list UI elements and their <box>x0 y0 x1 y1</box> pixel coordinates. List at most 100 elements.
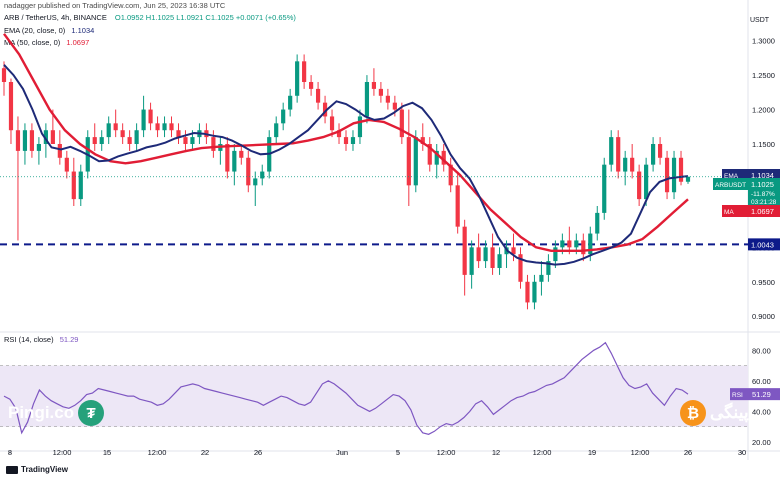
candle-body <box>43 130 48 144</box>
candle-body <box>225 144 230 172</box>
rsi-badge-value-box <box>748 388 780 401</box>
candle-body <box>71 171 76 200</box>
candle-body <box>664 157 670 193</box>
time-tick-label: 12:00 <box>53 448 72 457</box>
candle-body <box>92 137 97 144</box>
rsi-tick-label: 80.00 <box>752 346 771 355</box>
ema-legend-value: 1.1034 <box>71 26 95 35</box>
watermark-left-text: Pingi.co <box>8 403 75 422</box>
candle-body <box>106 123 111 138</box>
candle-body <box>602 164 607 213</box>
candle-body <box>406 137 411 186</box>
candle-body <box>99 137 104 144</box>
tradingview-brand: TradingView <box>21 465 68 474</box>
ohlc-values: O1.0952 H1.1025 L1.0921 C1.1025 +0.0071 … <box>114 13 296 22</box>
time-tick-label: 26 <box>254 448 262 457</box>
rsi-badge-name-box <box>730 388 748 401</box>
time-tick-label: 12 <box>492 448 500 457</box>
candle-body <box>162 123 167 131</box>
candle-body <box>685 176 691 182</box>
candle-body <box>253 178 258 186</box>
candle-body <box>616 137 621 172</box>
rsi-badge-name: RSI <box>732 392 743 399</box>
candle-body <box>671 157 677 193</box>
candle-body <box>553 247 558 262</box>
candle-body <box>288 95 293 110</box>
candle-body <box>364 82 370 117</box>
candle-body <box>343 137 349 144</box>
candle-body <box>274 123 279 138</box>
time-tick-label: 26 <box>684 448 692 457</box>
candle-body <box>309 82 314 89</box>
candle-body <box>120 130 125 138</box>
candle-body <box>525 281 530 303</box>
candle-body <box>64 157 69 172</box>
ma-badge-value-box <box>748 205 780 217</box>
price-badge-change: -11.87% <box>751 191 775 198</box>
publish-info: nadagger published on TradingView.com, J… <box>4 1 226 10</box>
pingi-watermark-right: ₿ پینگی <box>680 400 749 426</box>
candle-body <box>50 130 55 144</box>
ma-legend: MA (50, close, 0) 1.0697 <box>4 38 89 47</box>
candle-body <box>476 247 481 262</box>
candle-body <box>434 150 439 165</box>
candle-body <box>169 123 174 131</box>
candle-body <box>134 130 139 144</box>
candle-body <box>392 102 397 110</box>
rsi-tick-label: 60.00 <box>752 377 771 386</box>
price-badge-value-box <box>748 178 780 206</box>
price-badge-name-box <box>713 178 748 190</box>
candle-body <box>637 171 642 200</box>
time-tick-label: 12:00 <box>437 448 456 457</box>
candle-body <box>588 233 593 255</box>
candle-body <box>420 137 425 144</box>
ma50-line <box>3 33 689 253</box>
candle-body <box>678 157 684 182</box>
symbol-name: ARB / TetherUS, 4h, BINANCE <box>4 13 107 22</box>
candle-body <box>336 130 342 138</box>
candle-body <box>441 150 446 165</box>
ema-badge-name: EMA <box>724 173 739 180</box>
candle-body <box>560 240 565 248</box>
pingi-watermark-left: Pingi.co ₮ <box>8 400 105 426</box>
time-tick-label: Jun <box>336 448 348 457</box>
candle-body <box>315 88 321 103</box>
candle-body <box>57 144 62 158</box>
candle-body <box>113 123 118 131</box>
rsi-tick-label: 40.00 <box>752 407 771 416</box>
candle-body <box>371 82 377 89</box>
price-tick-label: 1.3000 <box>752 37 775 46</box>
candle-body <box>574 240 579 248</box>
ma-legend-label: MA (50, close, 0) <box>4 38 61 47</box>
candle-body <box>581 240 586 255</box>
time-tick-label: 8 <box>8 448 12 457</box>
candle-body <box>155 123 160 131</box>
symbol-line: ARB / TetherUS, 4h, BINANCE O1.0952 H1.1… <box>4 13 296 22</box>
tradingview-footer[interactable]: TradingView <box>6 465 68 474</box>
candle-body <box>239 150 244 158</box>
time-tick-label: 19 <box>588 448 596 457</box>
rsi-tick-label: 20.00 <box>752 438 771 447</box>
candle-body <box>378 88 383 96</box>
candle-body <box>651 144 656 165</box>
ema-badge-value: 1.1034 <box>751 171 774 180</box>
candle-body <box>127 137 132 144</box>
price-badge-value: 1.1025 <box>751 180 774 189</box>
candle-body <box>357 116 363 138</box>
time-tick-label: 30 <box>738 448 746 457</box>
candle-body <box>497 254 502 268</box>
candle-body <box>657 144 663 158</box>
candle-body <box>539 274 544 282</box>
candle-body <box>260 171 265 179</box>
price-tick-label: 0.9500 <box>752 278 775 287</box>
candle-body <box>1 68 7 82</box>
time-tick-label: 12:00 <box>148 448 167 457</box>
candle-body <box>15 130 21 151</box>
candle-body <box>183 137 188 144</box>
ma-badge-name-box <box>722 205 748 217</box>
price-tick-label: 1.2500 <box>752 71 775 80</box>
ma-badge-value: 1.0697 <box>751 207 774 216</box>
candle-body <box>462 226 467 275</box>
candle-body <box>399 109 404 138</box>
